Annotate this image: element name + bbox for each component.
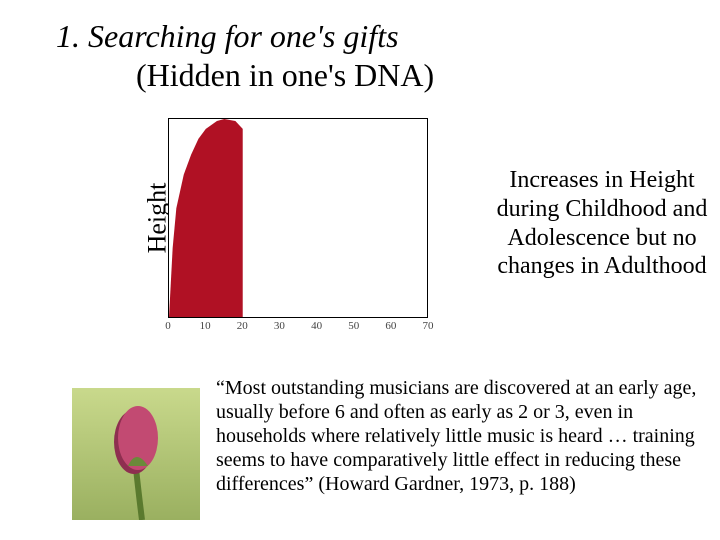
chart-x-axis: 010203040506070 [168, 320, 428, 340]
side-caption: Increases in Height during Childhood and… [492, 166, 712, 281]
chart-svg [169, 119, 427, 317]
title-line-2: (Hidden in one's DNA) [56, 57, 720, 94]
height-chart: Height 010203040506070 [100, 118, 430, 348]
x-tick: 40 [311, 320, 322, 332]
x-tick: 10 [200, 320, 211, 332]
x-tick: 60 [385, 320, 396, 332]
quote-text: “Most outstanding musicians are discover… [216, 376, 718, 496]
title-block: 1. Searching for one's gifts (Hidden in … [0, 0, 720, 94]
flower-bud-image [72, 388, 200, 520]
x-tick: 20 [237, 320, 248, 332]
x-tick: 30 [274, 320, 285, 332]
x-tick: 50 [348, 320, 359, 332]
title-line-1: 1. Searching for one's gifts [56, 18, 720, 55]
bud-icon [72, 388, 200, 520]
x-tick: 70 [423, 320, 434, 332]
chart-plot [168, 118, 428, 318]
x-tick: 0 [165, 320, 171, 332]
